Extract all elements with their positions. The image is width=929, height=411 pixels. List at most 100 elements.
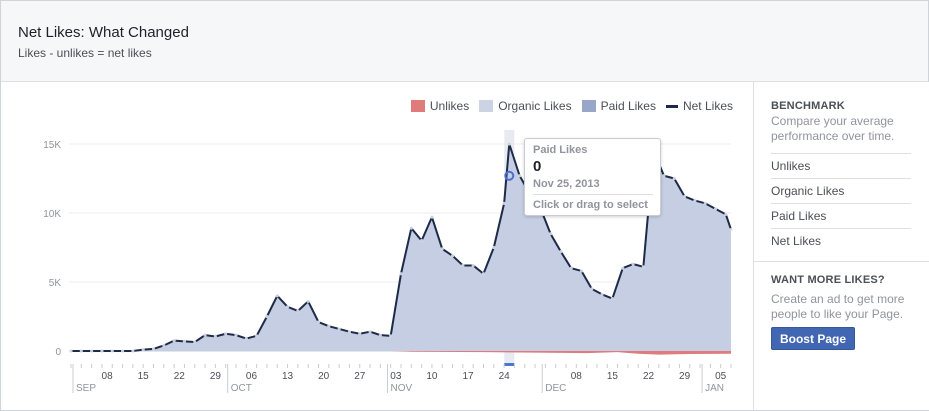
x-tick-label: 29 [210, 371, 222, 382]
net-likes-point [378, 333, 382, 337]
net-likes-point [492, 245, 496, 250]
page-subtitle: Likes - unlikes = net likes [18, 46, 152, 60]
legend-swatch-organic-likes [479, 100, 494, 112]
net-likes-point [399, 272, 403, 276]
net-likes-point [203, 333, 207, 337]
chart-legend: Unlikes Organic Likes Paid Likes Net Lik… [401, 99, 733, 113]
net-likes-point [430, 215, 434, 219]
x-month-label: DEC [545, 383, 566, 394]
net-likes-point [621, 266, 625, 270]
net-likes-point [358, 332, 362, 336]
net-likes-point [713, 207, 718, 211]
tooltip-value: 0 [533, 158, 542, 175]
legend-swatch-net-likes [665, 104, 678, 108]
selection-handle [504, 363, 515, 366]
section-divider [754, 261, 929, 262]
x-tick-label: 17 [462, 371, 474, 382]
net-likes-point [559, 250, 563, 254]
boost-page-button[interactable]: Boost Page [771, 327, 855, 350]
net-likes-point [600, 292, 604, 297]
divider [771, 178, 911, 179]
net-likes-point [296, 309, 300, 313]
benchmark-link-paid-likes[interactable]: Paid Likes [771, 209, 827, 223]
net-likes-point [409, 226, 413, 230]
benchmark-link-organic-likes[interactable]: Organic Likes [771, 184, 845, 198]
net-likes-point [151, 347, 156, 351]
benchmark-link-net-likes[interactable]: Net Likes [771, 234, 822, 248]
x-tick-label: 05 [715, 371, 727, 382]
chart-area[interactable]: 0 5K 10K 15K 08 15 22 29 06 13 20 27 03 10 17 24 08 15 22 2… [1, 82, 753, 410]
x-tick-label: 08 [571, 371, 583, 382]
legend-label-paid-likes: Paid Likes [600, 99, 656, 113]
net-likes-point [703, 201, 707, 205]
net-likes-point [306, 299, 310, 303]
net-likes-point [172, 339, 176, 343]
net-likes-point [182, 339, 187, 343]
net-likes-point [389, 334, 393, 338]
tooltip-divider [533, 194, 653, 195]
x-tick-label: 10 [426, 371, 438, 382]
x-tick-label: 03 [390, 371, 402, 382]
net-likes-point [285, 305, 290, 309]
y-tick-label: 15K [43, 140, 61, 151]
net-likes-point [193, 340, 197, 344]
benchmark-heading: BENCHMARK [771, 100, 845, 112]
y-tick-label: 10K [43, 209, 61, 220]
net-likes-point [440, 247, 444, 251]
legend-item-organic-likes[interactable]: Organic Likes [479, 99, 572, 113]
legend-label-organic-likes: Organic Likes [498, 99, 572, 113]
legend-item-net-likes[interactable]: Net Likes [665, 99, 733, 113]
legend-swatch-unlikes [410, 100, 425, 112]
net-likes-point [631, 262, 635, 266]
net-likes-point [481, 272, 486, 276]
net-likes-point [729, 227, 733, 232]
net-likes-point [347, 330, 352, 334]
more-likes-heading: WANT MORE LIKES? [771, 274, 885, 286]
net-likes-point [507, 142, 511, 146]
organic-likes-area [71, 144, 731, 351]
unlikes-area [71, 351, 731, 355]
y-tick-label: 0 [55, 347, 61, 358]
net-likes-point [368, 330, 372, 334]
net-likes-point [682, 194, 687, 199]
more-likes-description: Create an ad to get more people to like … [771, 292, 905, 321]
net-likes-point [79, 349, 83, 353]
net-likes-point [610, 296, 615, 301]
net-likes-point [213, 334, 217, 339]
tooltip-date: Nov 25, 2013 [533, 178, 600, 190]
net-likes-point [141, 348, 145, 352]
x-month-label: SEP [76, 383, 96, 394]
benchmark-link-unlikes[interactable]: Unlikes [771, 159, 811, 173]
net-likes-point [255, 334, 259, 338]
net-likes-point [672, 176, 676, 181]
x-month-label: JAN [705, 383, 724, 394]
tooltip-series: Paid Likes [533, 144, 588, 156]
net-likes-point [120, 349, 125, 353]
x-tick-label: 06 [246, 371, 258, 382]
net-likes-point [461, 263, 465, 268]
net-likes-point [420, 239, 424, 243]
benchmark-description: Compare your average performance over ti… [771, 114, 895, 143]
x-tick-label: 29 [679, 371, 691, 382]
legend-item-unlikes[interactable]: Unlikes [410, 99, 469, 113]
tooltip-hint: Click or drag to select [533, 199, 648, 211]
net-likes-line [71, 143, 732, 352]
net-likes-chart[interactable]: 0 5K 10K 15K 08 15 22 29 06 13 20 27 03 10 17 24 08 15 22 2… [1, 82, 753, 410]
selected-point-marker [504, 170, 515, 181]
net-likes-point [579, 269, 584, 273]
x-tick-label: 15 [607, 371, 619, 382]
legend-label-net-likes: Net Likes [682, 99, 733, 113]
divider [771, 228, 911, 229]
net-likes-point [327, 324, 331, 328]
net-likes-point [337, 327, 341, 331]
x-tick-label: 22 [643, 371, 655, 382]
sidebar: BENCHMARK Compare your average performan… [753, 82, 929, 410]
x-month-label: OCT [231, 383, 252, 394]
net-likes-point [265, 314, 269, 319]
x-tick-label: 08 [102, 371, 114, 382]
net-likes-point [90, 349, 94, 353]
net-likes-point [569, 266, 573, 270]
x-tick-label: 22 [174, 371, 186, 382]
net-likes-point [548, 232, 553, 236]
legend-item-paid-likes[interactable]: Paid Likes [581, 99, 656, 113]
